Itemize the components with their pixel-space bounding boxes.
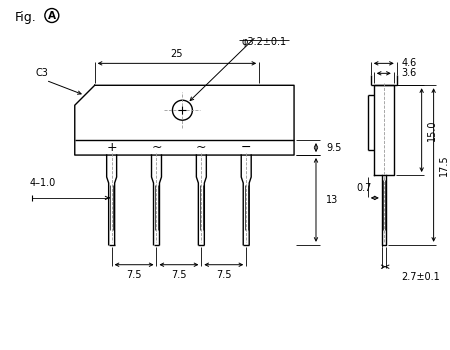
- Text: 4.6: 4.6: [402, 58, 417, 68]
- Text: 7.5: 7.5: [171, 270, 187, 280]
- Text: 2.7±0.1: 2.7±0.1: [402, 272, 441, 282]
- Text: +: +: [106, 141, 117, 154]
- Text: 3.6: 3.6: [402, 68, 417, 78]
- Text: 4–1.0: 4–1.0: [30, 178, 56, 188]
- Text: 25: 25: [171, 49, 183, 60]
- Text: C3: C3: [36, 68, 48, 78]
- Text: A: A: [48, 10, 56, 21]
- Text: 0.7: 0.7: [356, 183, 372, 193]
- Text: 7.5: 7.5: [126, 270, 142, 280]
- Text: ~: ~: [151, 141, 162, 154]
- Text: Fig.: Fig.: [15, 10, 37, 23]
- Text: 17.5: 17.5: [439, 154, 449, 176]
- Text: 13: 13: [326, 195, 338, 205]
- Text: ~: ~: [196, 141, 207, 154]
- Text: 7.5: 7.5: [216, 270, 232, 280]
- Text: φ3.2±0.1: φ3.2±0.1: [242, 37, 287, 47]
- Text: 9.5: 9.5: [326, 142, 342, 153]
- Text: 15.0: 15.0: [427, 119, 436, 141]
- Text: −: −: [241, 141, 252, 154]
